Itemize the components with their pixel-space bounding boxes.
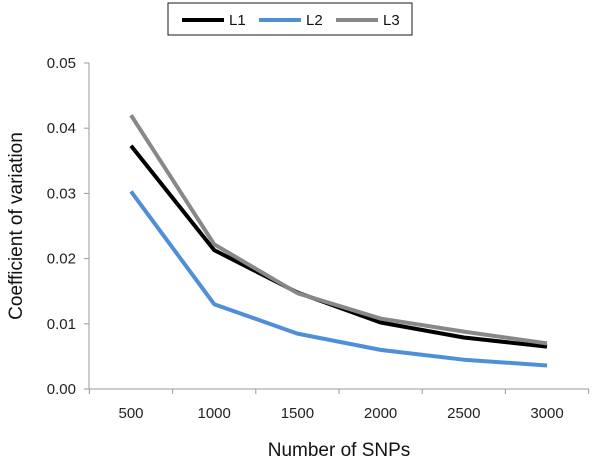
x-ticks: 500 1000 1500 2000 2500 3000 xyxy=(88,389,590,422)
y-tick-label: 0.02 xyxy=(47,251,76,268)
y-tick-label: 0.05 xyxy=(47,55,76,72)
x-tick-label: 500 xyxy=(118,405,143,422)
x-tick-label: 2500 xyxy=(447,405,480,422)
x-axis-title: Number of SNPs xyxy=(268,440,411,461)
y-ticks: 0.00 0.01 0.02 0.03 0.04 0.05 xyxy=(47,55,89,398)
y-tick-label: 0.04 xyxy=(47,120,76,137)
legend-label-l2: L2 xyxy=(306,12,323,29)
x-tick-label: 2000 xyxy=(364,405,397,422)
x-tick-label: 1500 xyxy=(281,405,314,422)
legend: L1 L2 L3 xyxy=(167,2,413,36)
y-tick-label: 0.00 xyxy=(47,381,76,398)
series-line-l1 xyxy=(129,144,548,349)
legend-label-l1: L1 xyxy=(229,12,246,29)
x-tick-label: 1000 xyxy=(198,405,231,422)
x-tick-label: 3000 xyxy=(530,405,563,422)
y-tick-label: 0.03 xyxy=(47,185,76,202)
series-group xyxy=(129,114,548,368)
series-line-l2 xyxy=(129,190,548,368)
legend-label-l3: L3 xyxy=(383,12,400,29)
series-line-l3 xyxy=(129,114,548,346)
y-axis-title: Coefficient of variation xyxy=(6,132,27,320)
y-tick-label: 0.01 xyxy=(47,316,76,333)
